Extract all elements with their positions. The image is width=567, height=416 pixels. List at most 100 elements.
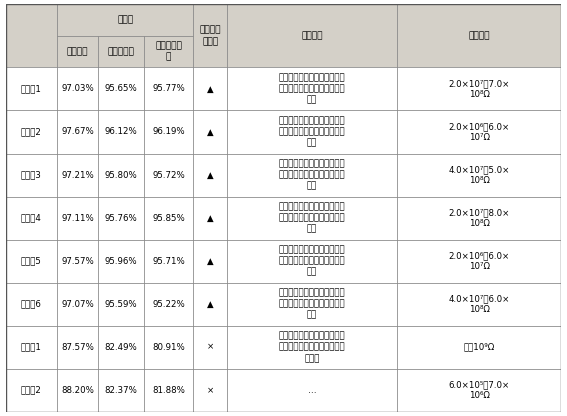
Text: 95.77%: 95.77% bbox=[152, 84, 185, 94]
Bar bbox=[57, 36, 98, 67]
Text: 随着光线强弱的不同而变化多
种颜色，异彩纷呈；发色均匀
一致: 随着光线强弱的不同而变化多 种颜色，异彩纷呈；发色均匀 一致 bbox=[279, 203, 345, 234]
Bar bbox=[57, 111, 98, 154]
Text: 实施例6: 实施例6 bbox=[21, 300, 42, 309]
Bar bbox=[144, 326, 193, 369]
Bar bbox=[193, 369, 227, 412]
Bar bbox=[98, 283, 144, 326]
Bar bbox=[98, 36, 144, 67]
Text: 4.0×10⁷～6.0×
10⁸Ω: 4.0×10⁷～6.0× 10⁸Ω bbox=[448, 294, 510, 314]
Bar bbox=[193, 326, 227, 369]
Bar bbox=[227, 4, 397, 67]
Text: 2.0×10⁷～7.0×
10⁸Ω: 2.0×10⁷～7.0× 10⁸Ω bbox=[448, 79, 510, 99]
Bar bbox=[6, 283, 57, 326]
Bar bbox=[57, 197, 98, 240]
Text: 97.67%: 97.67% bbox=[61, 127, 94, 136]
Text: 96.19%: 96.19% bbox=[152, 127, 185, 136]
Bar bbox=[397, 197, 561, 240]
Text: 随着光线强弱的不同而变化多
种颜色，异彩纷呈；发色均匀
性较差: 随着光线强弱的不同而变化多 种颜色，异彩纷呈；发色均匀 性较差 bbox=[279, 332, 345, 363]
Bar bbox=[57, 240, 98, 283]
Bar bbox=[397, 4, 561, 67]
Bar bbox=[144, 240, 193, 283]
Bar bbox=[193, 240, 227, 283]
Bar bbox=[57, 240, 98, 283]
Text: 热稳定测试
后: 热稳定测试 后 bbox=[155, 42, 182, 62]
Bar bbox=[57, 36, 98, 67]
Bar bbox=[397, 240, 561, 283]
Bar bbox=[98, 283, 144, 326]
Bar bbox=[98, 67, 144, 111]
Bar bbox=[144, 36, 193, 67]
Bar bbox=[193, 283, 227, 326]
Bar bbox=[144, 67, 193, 111]
Bar bbox=[144, 369, 193, 412]
Text: ×: × bbox=[206, 343, 214, 352]
Bar bbox=[397, 67, 561, 111]
Text: 灭菌率: 灭菌率 bbox=[117, 15, 133, 25]
Bar bbox=[57, 4, 193, 36]
Text: 95.85%: 95.85% bbox=[152, 213, 185, 223]
Text: 随着光线强弱的不同而变化多
种颜色，异彩纷呈；发色均匀
一致: 随着光线强弱的不同而变化多 种颜色，异彩纷呈；发色均匀 一致 bbox=[279, 159, 345, 191]
Text: 实施例5: 实施例5 bbox=[21, 257, 42, 266]
Bar bbox=[57, 111, 98, 154]
Bar bbox=[227, 154, 397, 197]
Text: 97.03%: 97.03% bbox=[61, 84, 94, 94]
Bar bbox=[227, 283, 397, 326]
Text: 对比例1: 对比例1 bbox=[21, 343, 42, 352]
Bar bbox=[227, 369, 397, 412]
Bar bbox=[193, 283, 227, 326]
Bar bbox=[57, 326, 98, 369]
Bar bbox=[227, 111, 397, 154]
Bar bbox=[144, 369, 193, 412]
Text: 82.37%: 82.37% bbox=[104, 386, 137, 395]
Text: ▲: ▲ bbox=[207, 171, 213, 180]
Bar bbox=[193, 197, 227, 240]
Text: 95.72%: 95.72% bbox=[152, 171, 185, 180]
Bar bbox=[227, 67, 397, 111]
Bar bbox=[144, 197, 193, 240]
Bar bbox=[397, 369, 561, 412]
Bar bbox=[193, 369, 227, 412]
Text: 95.59%: 95.59% bbox=[105, 300, 137, 309]
Text: 4.0×10⁷～5.0×
10⁸Ω: 4.0×10⁷～5.0× 10⁸Ω bbox=[448, 165, 510, 185]
Bar bbox=[144, 67, 193, 111]
Bar bbox=[397, 369, 561, 412]
Text: 87.57%: 87.57% bbox=[61, 343, 94, 352]
Bar bbox=[6, 111, 57, 154]
Text: 随着光线强弱的不同而变化多
种颜色，异彩纷呈；发色均匀
一致: 随着光线强弱的不同而变化多 种颜色，异彩纷呈；发色均匀 一致 bbox=[279, 116, 345, 148]
Bar bbox=[98, 154, 144, 197]
Bar bbox=[144, 154, 193, 197]
Bar bbox=[144, 240, 193, 283]
Bar bbox=[6, 283, 57, 326]
Bar bbox=[193, 4, 227, 67]
Bar bbox=[397, 197, 561, 240]
Text: ▲: ▲ bbox=[207, 127, 213, 136]
Bar bbox=[144, 326, 193, 369]
Bar bbox=[6, 67, 57, 111]
Bar bbox=[57, 197, 98, 240]
Text: 磨损测试后: 磨损测试后 bbox=[108, 47, 134, 56]
Bar bbox=[6, 4, 57, 67]
Bar bbox=[193, 240, 227, 283]
Bar bbox=[227, 154, 397, 197]
Text: 82.49%: 82.49% bbox=[104, 343, 137, 352]
Text: 97.57%: 97.57% bbox=[61, 257, 94, 266]
Bar bbox=[227, 4, 397, 67]
Text: 光致变色: 光致变色 bbox=[302, 31, 323, 40]
Bar bbox=[397, 283, 561, 326]
Bar bbox=[57, 369, 98, 412]
Text: ▲: ▲ bbox=[207, 257, 213, 266]
Bar bbox=[144, 111, 193, 154]
Text: 实施例4: 实施例4 bbox=[21, 213, 42, 223]
Bar bbox=[227, 326, 397, 369]
Bar bbox=[6, 326, 57, 369]
Bar bbox=[227, 283, 397, 326]
Text: ×: × bbox=[206, 386, 214, 395]
Text: 2.0×10⁶～6.0×
10⁷Ω: 2.0×10⁶～6.0× 10⁷Ω bbox=[448, 251, 510, 271]
Bar bbox=[144, 36, 193, 67]
Text: 大于10⁹Ω: 大于10⁹Ω bbox=[463, 343, 495, 352]
Bar bbox=[6, 369, 57, 412]
Bar bbox=[397, 326, 561, 369]
Bar bbox=[6, 67, 57, 111]
Text: 95.71%: 95.71% bbox=[152, 257, 185, 266]
Text: 95.80%: 95.80% bbox=[104, 171, 137, 180]
